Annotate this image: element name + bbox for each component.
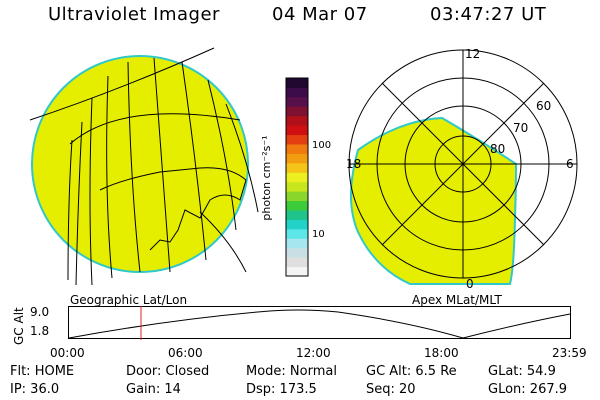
colorbar-swatch bbox=[286, 134, 308, 145]
colorbar-swatch bbox=[286, 200, 308, 211]
orbit-xtick-1200: 12:00 bbox=[296, 346, 331, 360]
colorbar-swatch bbox=[286, 125, 308, 136]
status-mode: Mode: Normal bbox=[246, 364, 337, 379]
colorbar-swatch bbox=[286, 153, 308, 164]
status-door: Door: Closed bbox=[126, 364, 210, 379]
colorbar-tick-10: 10 bbox=[312, 229, 325, 240]
status-gc-alt: GC Alt: 6.5 Re bbox=[366, 364, 457, 379]
lat-label-70: 70 bbox=[513, 121, 528, 135]
orbit-xtick-1800: 18:00 bbox=[424, 346, 459, 360]
colorbar-tick-100: 100 bbox=[312, 140, 332, 151]
orbit-xtick-0000: 00:00 bbox=[50, 346, 85, 360]
colorbar-swatch bbox=[286, 106, 308, 117]
date-label: 04 Mar 07 bbox=[272, 4, 368, 25]
orbit-frame bbox=[68, 306, 571, 339]
colorbar-swatch bbox=[286, 162, 308, 173]
polar-caption: Apex MLat/MLT bbox=[412, 293, 502, 307]
status-gain: Gain: 14 bbox=[126, 382, 181, 397]
colorbar-swatch bbox=[286, 181, 308, 192]
mlt-label-12: 12 bbox=[465, 47, 480, 61]
coastline bbox=[99, 167, 247, 251]
colorbar-swatch bbox=[286, 238, 308, 249]
mlt-label-0: 0 bbox=[466, 277, 474, 291]
colorbar-swatch bbox=[286, 219, 308, 230]
geo-caption: Geographic Lat/Lon bbox=[70, 293, 188, 307]
lat-label-80: 80 bbox=[490, 142, 505, 156]
status-glon: GLon: 267.9 bbox=[488, 382, 568, 397]
colorbar-swatch bbox=[286, 87, 308, 98]
orbit-altitude-curve bbox=[68, 309, 571, 339]
earth-disk bbox=[31, 55, 249, 273]
status-seq: Seq: 20 bbox=[366, 382, 416, 397]
lat-label-60: 60 bbox=[536, 99, 551, 113]
instrument-title: Ultraviolet Imager bbox=[48, 4, 220, 25]
colorbar: photon cm⁻²s⁻¹ bbox=[262, 77, 309, 277]
geographic-image bbox=[29, 47, 259, 286]
polar-plot: 12 6 0 18 60 70 80 bbox=[346, 47, 578, 291]
colorbar-swatch bbox=[286, 210, 308, 220]
orbit-xtick-2359: 23:59 bbox=[552, 346, 587, 360]
colorbar-swatch bbox=[286, 191, 308, 202]
status-glat: GLat: 54.9 bbox=[488, 364, 556, 379]
orbit-ytick-high: 9.0 bbox=[30, 305, 50, 319]
colorbar-swatch bbox=[286, 78, 308, 88]
mlt-label-18: 18 bbox=[346, 157, 361, 171]
status-flight: Flt: HOME bbox=[10, 364, 75, 379]
status-ip: IP: 36.0 bbox=[10, 382, 60, 397]
colorbar-swatch bbox=[286, 228, 308, 239]
colorbar-swatches bbox=[286, 78, 308, 277]
colorbar-swatch bbox=[286, 96, 308, 107]
polar-grid bbox=[348, 49, 578, 279]
orbit-xtick-0600: 06:00 bbox=[168, 346, 203, 360]
mlt-label-6: 6 bbox=[566, 157, 574, 171]
colorbar-label: photon cm⁻²s⁻¹ bbox=[262, 135, 273, 220]
orbit-ylabel: GC Alt bbox=[12, 307, 26, 345]
orbit-plot bbox=[68, 306, 571, 340]
geographic-grid bbox=[29, 47, 259, 286]
colorbar-swatch bbox=[286, 247, 308, 258]
colorbar-swatch bbox=[286, 257, 308, 268]
colorbar-swatch bbox=[286, 266, 308, 277]
colorbar-swatch bbox=[286, 144, 308, 154]
status-dsp: Dsp: 173.5 bbox=[246, 382, 317, 397]
orbit-ytick-low: 1.8 bbox=[30, 324, 50, 338]
colorbar-swatch bbox=[286, 172, 308, 183]
time-label: 03:47:27 UT bbox=[430, 4, 547, 25]
colorbar-frame bbox=[285, 77, 309, 277]
colorbar-swatch bbox=[286, 115, 308, 126]
